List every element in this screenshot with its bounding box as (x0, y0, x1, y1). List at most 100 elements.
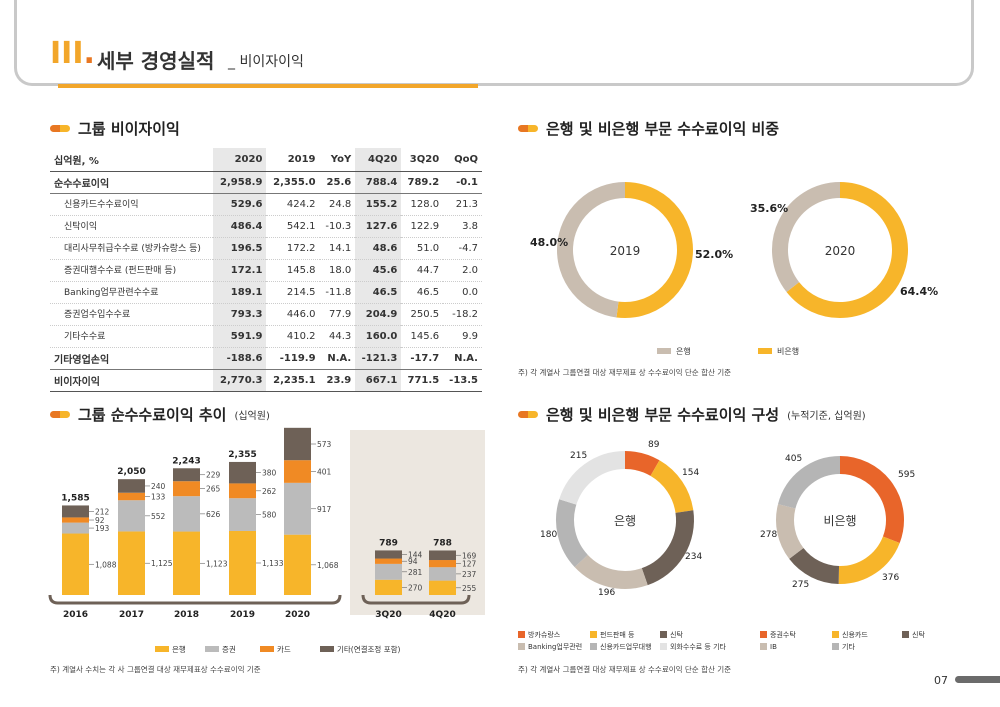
segment-value-label: 215 (570, 451, 587, 461)
bar-segment (173, 496, 200, 532)
legend-label: 신탁 (912, 630, 925, 639)
annual-axis-bracket (48, 594, 342, 605)
table-cell: 2,235.1 (266, 369, 320, 392)
donut-segment-bank-1 (650, 460, 694, 514)
donut-segment-bank (557, 182, 626, 318)
table-cell: 128.0 (401, 193, 444, 216)
trend-note: 주) 계열사 수치는 각 사 그룹연결 대상 재무제표상 수수료이익 기준 (50, 665, 261, 674)
legend-swatch (155, 646, 169, 652)
noninterest-income-table: 십억원, % 2020 2019 YoY 4Q20 3Q20 QoQ 순수수료이익 2,958… (50, 148, 482, 392)
legend-swatch (518, 631, 525, 638)
donut-segment-nonbank-4 (778, 456, 841, 509)
table-cell: 25.6 (319, 171, 356, 194)
bar-total-label: 2,050 (117, 467, 145, 477)
segment-value-label: 196 (598, 588, 615, 598)
bar-segment (284, 482, 311, 535)
table-header-cell: 2020 (213, 148, 267, 172)
bar-total-label: 2,959 (283, 425, 311, 426)
table-cell: -4.7 (443, 237, 482, 260)
header-accent-bar (58, 84, 478, 88)
legend-label: 기타 (842, 642, 855, 651)
table-cell: 44.3 (319, 325, 356, 348)
segment-value-label: 380 (262, 469, 277, 478)
segment-value-label: 229 (206, 471, 221, 480)
table-cell: -18.2 (443, 303, 482, 326)
bar-segment (429, 550, 456, 561)
bar-segment (118, 492, 145, 501)
row-label: Banking업무관련수수료 (50, 281, 214, 304)
legend-swatch (518, 643, 525, 650)
segment-value-label: 237 (462, 570, 477, 579)
table-row: 신탁이익 486.4 542.1 -10.3 127.6 122.9 3.8 (50, 215, 482, 238)
table-row: 기타수수료 591.9 410.2 44.3 160.0 145.6 9.9 (50, 325, 482, 348)
table-cell: 155.2 (355, 193, 402, 216)
table-cell: 122.9 (401, 215, 444, 238)
table-cell: 2.0 (443, 259, 482, 282)
category-label: 2019 (230, 610, 255, 620)
segment-value-label: 917 (317, 505, 332, 514)
legend-swatch (590, 643, 597, 650)
table-cell: 789.2 (401, 171, 444, 194)
section-number: III. (50, 36, 95, 71)
table-cell: 788.4 (355, 171, 402, 194)
segment-value-label: 275 (792, 580, 809, 590)
segment-value-label: 1,123 (206, 559, 228, 568)
bar-total-label: 2,355 (228, 450, 256, 460)
table-cell: 486.4 (213, 215, 267, 238)
page-number-bar (955, 676, 1000, 683)
legend-label: 카드 (277, 645, 291, 654)
segment-value-label: 212 (95, 507, 110, 516)
bar-segment (229, 483, 256, 499)
donut-segment-nonbank-2 (789, 547, 840, 584)
nonbank-share-label: 64.4% (900, 285, 938, 298)
table-cell: 77.9 (319, 303, 356, 326)
table-cell: 667.1 (355, 369, 402, 392)
table-cell: 3.8 (443, 215, 482, 238)
segment-value-label: 552 (151, 512, 166, 521)
table-cell: -17.7 (401, 347, 444, 370)
table-cell: 45.6 (355, 259, 402, 282)
table-cell: 127.6 (355, 215, 402, 238)
bar-segment (118, 479, 145, 493)
legend-swatch (205, 646, 219, 652)
nonbank-share-label: 52.0% (695, 248, 733, 261)
header-frame (14, 0, 974, 86)
table-row: 순수수료이익 2,958.9 2,355.0 25.6 788.4 789.2 -0.1 (50, 171, 482, 194)
segment-value-label: 595 (898, 470, 915, 480)
table-cell: -11.8 (319, 281, 356, 304)
legend-label-nonbank: 비은행 (777, 346, 799, 356)
segment-value-label: 1,068 (317, 561, 339, 570)
bar-segment (229, 461, 256, 484)
legend-label: 기타(연결조정 포함) (337, 644, 401, 654)
segment-value-label: 1,125 (151, 559, 173, 568)
bar-segment (173, 531, 200, 595)
ratio-donut-charts: 2019 48.0% 52.0% 2020 35.6% 64.4% 은행 비은행 (530, 182, 938, 356)
table-cell: 145.8 (266, 259, 320, 282)
legend-label: 은행 (172, 644, 186, 654)
legend-label: 외화수수료 등 기타 (670, 642, 727, 651)
segment-value-label: 92 (95, 516, 105, 525)
row-label: 증권대행수수료 (펀드판매 등) (50, 259, 214, 282)
segment-value-label: 180 (540, 530, 557, 540)
table-row: 기타영업손익 -188.6 -119.9 N.A. -121.3 -17.7 N.A. (50, 347, 482, 370)
category-label: 2017 (119, 610, 144, 620)
table-header-cell: 2019 (266, 148, 320, 172)
table-cell: 46.5 (355, 281, 402, 304)
segment-value-label: 270 (408, 583, 423, 592)
table-header-cell: 3Q20 (401, 148, 444, 172)
bar-segment (429, 567, 456, 581)
row-label: 증권업수입수수료 (50, 303, 214, 326)
bank-share-label: 48.0% (530, 236, 568, 249)
donut-segment-bank (772, 182, 841, 293)
category-label: 2018 (174, 610, 199, 620)
segment-value-label: 580 (262, 511, 277, 520)
segment-value-label: 626 (206, 510, 221, 519)
segment-value-label: 94 (408, 557, 418, 566)
table-section-title: 그룹 비이자이익 (50, 118, 180, 139)
legend-label: 방카슈랑스 (528, 630, 561, 639)
table-cell: 2,770.3 (213, 369, 267, 392)
table-header-cell: QoQ (443, 148, 482, 172)
legend-label: Banking업무관련 (528, 642, 582, 651)
bar-segment (375, 579, 402, 595)
table-cell: -121.3 (355, 347, 402, 370)
